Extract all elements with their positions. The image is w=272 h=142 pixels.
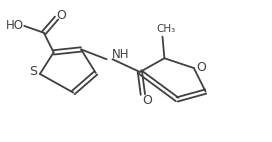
Text: O: O bbox=[57, 9, 66, 22]
Text: NH: NH bbox=[112, 48, 129, 61]
Text: HO: HO bbox=[5, 19, 23, 32]
Text: O: O bbox=[142, 94, 152, 107]
Text: O: O bbox=[196, 61, 206, 74]
Text: CH₃: CH₃ bbox=[157, 24, 176, 34]
Text: S: S bbox=[29, 65, 37, 79]
